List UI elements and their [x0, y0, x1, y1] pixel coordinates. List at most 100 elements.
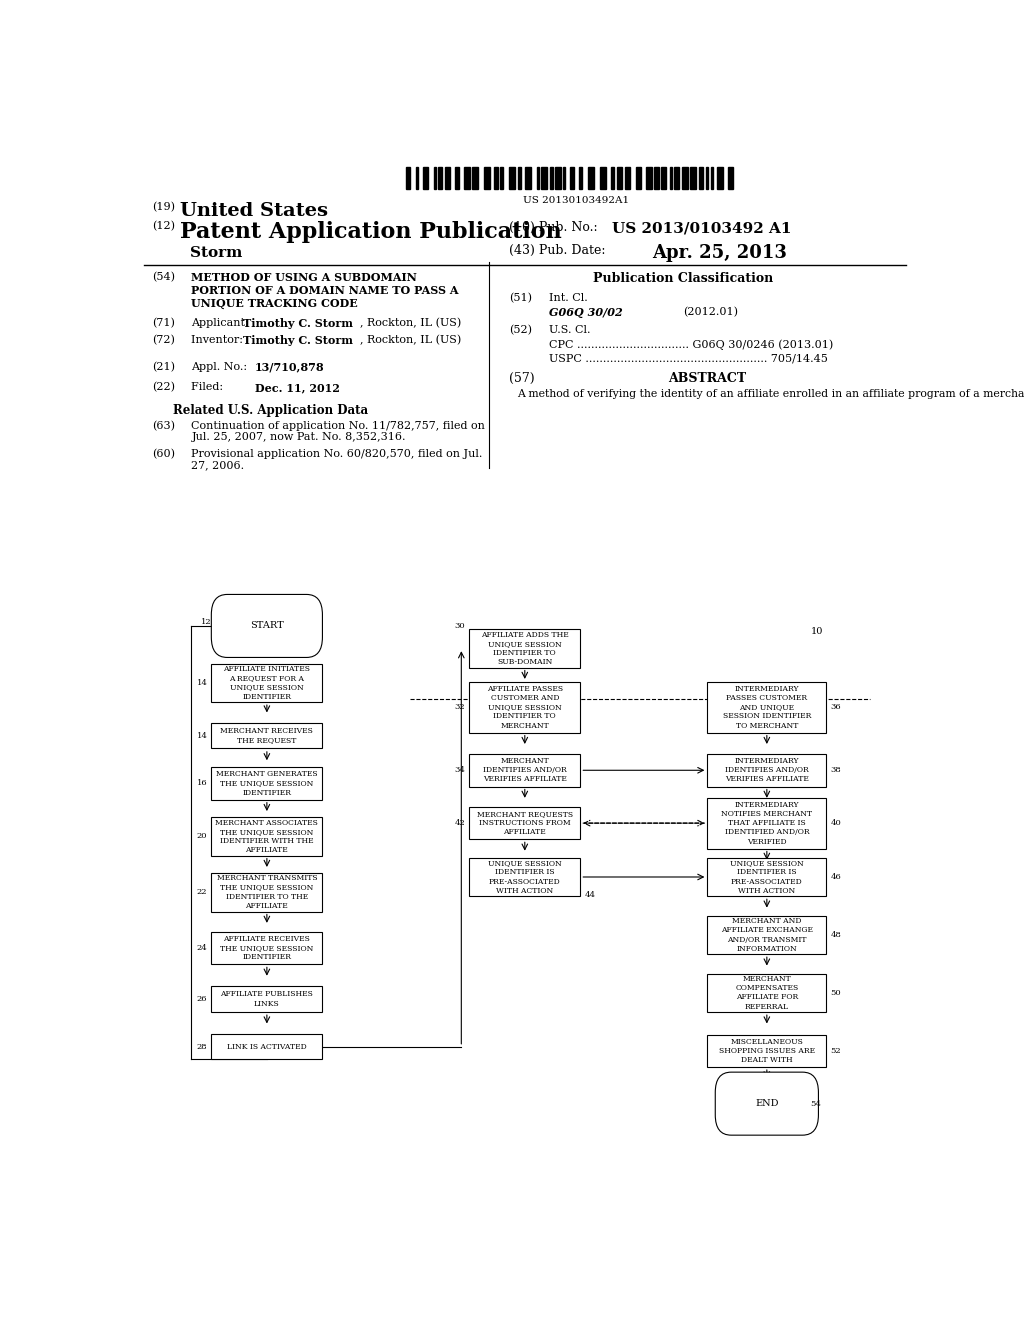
- FancyBboxPatch shape: [211, 767, 323, 800]
- Text: 44: 44: [585, 891, 595, 899]
- Bar: [569, 166, 574, 189]
- Text: 36: 36: [830, 704, 841, 711]
- Text: (22): (22): [152, 381, 175, 392]
- Text: (19): (19): [152, 202, 175, 213]
- Bar: [437, 166, 442, 189]
- Text: Applicant:: Applicant:: [191, 318, 253, 327]
- Bar: [455, 166, 460, 189]
- Text: 54: 54: [811, 1100, 821, 1107]
- Bar: [541, 166, 547, 189]
- Bar: [464, 166, 470, 189]
- Bar: [525, 166, 530, 189]
- Text: (57): (57): [509, 372, 535, 385]
- Bar: [712, 166, 714, 189]
- Text: Continuation of application No. 11/782,757, filed on
Jul. 25, 2007, now Pat. No.: Continuation of application No. 11/782,7…: [191, 421, 485, 442]
- Text: (72): (72): [152, 335, 175, 346]
- Text: (60): (60): [152, 449, 175, 459]
- Text: 30: 30: [455, 622, 465, 630]
- Text: MERCHANT REQUESTS
INSTRUCTIONS FROM
AFFILIATE: MERCHANT REQUESTS INSTRUCTIONS FROM AFFI…: [477, 810, 572, 837]
- Text: MERCHANT TRANSMITS
THE UNIQUE SESSION
IDENTIFIER TO THE
AFFILIATE: MERCHANT TRANSMITS THE UNIQUE SESSION ID…: [216, 874, 317, 909]
- Bar: [483, 166, 489, 189]
- Text: START: START: [250, 622, 284, 631]
- Text: Apr. 25, 2013: Apr. 25, 2013: [652, 244, 786, 261]
- FancyBboxPatch shape: [211, 932, 323, 965]
- Text: AFFILIATE PASSES
CUSTOMER AND
UNIQUE SESSION
IDENTIFIER TO
MERCHANT: AFFILIATE PASSES CUSTOMER AND UNIQUE SES…: [486, 685, 563, 730]
- Text: MERCHANT ASSOCIATES
THE UNIQUE SESSION
IDENTIFIER WITH THE
AFFILIATE: MERCHANT ASSOCIATES THE UNIQUE SESSION I…: [215, 818, 318, 854]
- Bar: [674, 166, 679, 189]
- FancyBboxPatch shape: [708, 974, 826, 1012]
- Text: , Rockton, IL (US): , Rockton, IL (US): [359, 335, 461, 346]
- Text: INTERMEDIARY
NOTIFIES MERCHANT
THAT AFFILIATE IS
IDENTIFIED AND/OR
VERIFIED: INTERMEDIARY NOTIFIES MERCHANT THAT AFFI…: [721, 801, 812, 846]
- Bar: [406, 166, 411, 189]
- Bar: [682, 166, 688, 189]
- Text: 34: 34: [455, 767, 465, 775]
- Bar: [563, 166, 565, 189]
- FancyBboxPatch shape: [715, 1072, 818, 1135]
- Text: UNIQUE SESSION
IDENTIFIER IS
PRE-ASSOCIATED
WITH ACTION: UNIQUE SESSION IDENTIFIER IS PRE-ASSOCIA…: [730, 859, 804, 895]
- Text: MERCHANT
COMPENSATES
AFFILIATE FOR
REFERRAL: MERCHANT COMPENSATES AFFILIATE FOR REFER…: [735, 975, 799, 1011]
- Bar: [550, 166, 553, 189]
- Bar: [537, 166, 539, 189]
- Text: INTERMEDIARY
PASSES CUSTOMER
AND UNIQUE
SESSION IDENTIFIER
TO MERCHANT: INTERMEDIARY PASSES CUSTOMER AND UNIQUE …: [723, 685, 811, 730]
- Text: U.S. Cl.: U.S. Cl.: [549, 325, 590, 335]
- FancyBboxPatch shape: [211, 986, 323, 1011]
- Bar: [588, 166, 594, 189]
- FancyBboxPatch shape: [708, 916, 826, 954]
- Text: 13/710,878: 13/710,878: [255, 362, 325, 372]
- Text: US 20130103492A1: US 20130103492A1: [523, 195, 630, 205]
- Text: (71): (71): [152, 318, 175, 329]
- FancyBboxPatch shape: [708, 858, 826, 896]
- Text: 52: 52: [830, 1047, 841, 1055]
- Text: LINK IS ACTIVATED: LINK IS ACTIVATED: [227, 1043, 307, 1051]
- Text: AFFILIATE ADDS THE
UNIQUE SESSION
IDENTIFIER TO
SUB-DOMAIN: AFFILIATE ADDS THE UNIQUE SESSION IDENTI…: [481, 631, 568, 667]
- Text: MISCELLANEOUS
SHOPPING ISSUES ARE
DEALT WITH: MISCELLANEOUS SHOPPING ISSUES ARE DEALT …: [719, 1038, 815, 1064]
- FancyBboxPatch shape: [469, 858, 581, 896]
- Text: Dec. 11, 2012: Dec. 11, 2012: [255, 381, 340, 393]
- Text: (10) Pub. No.:: (10) Pub. No.:: [509, 222, 598, 235]
- Text: AFFILIATE RECEIVES
THE UNIQUE SESSION
IDENTIFIER: AFFILIATE RECEIVES THE UNIQUE SESSION ID…: [220, 935, 313, 961]
- Bar: [662, 166, 666, 189]
- FancyBboxPatch shape: [211, 873, 323, 912]
- Bar: [445, 166, 451, 189]
- Text: (2012.01): (2012.01): [684, 306, 738, 317]
- Bar: [671, 166, 673, 189]
- Bar: [579, 166, 583, 189]
- Text: Appl. No.:: Appl. No.:: [191, 362, 251, 372]
- Bar: [495, 166, 498, 189]
- FancyBboxPatch shape: [211, 1034, 323, 1060]
- Text: MERCHANT GENERATES
THE UNIQUE SESSION
IDENTIFIER: MERCHANT GENERATES THE UNIQUE SESSION ID…: [216, 771, 317, 797]
- Text: A method of verifying the identity of an affiliate enrolled in an affiliate prog: A method of verifying the identity of an…: [517, 389, 1024, 399]
- Text: METHOD OF USING A SUBDOMAIN
PORTION OF A DOMAIN NAME TO PASS A
UNIQUE TRACKING C: METHOD OF USING A SUBDOMAIN PORTION OF A…: [191, 272, 459, 309]
- Bar: [636, 166, 641, 189]
- FancyBboxPatch shape: [708, 1035, 826, 1067]
- Text: , Rockton, IL (US): , Rockton, IL (US): [359, 318, 461, 329]
- Text: 16: 16: [197, 780, 207, 788]
- Text: 50: 50: [830, 989, 841, 997]
- Text: END: END: [755, 1100, 778, 1109]
- Bar: [617, 166, 622, 189]
- Bar: [518, 166, 521, 189]
- Text: 14: 14: [197, 731, 207, 739]
- Text: ABSTRACT: ABSTRACT: [669, 372, 746, 385]
- Text: 28: 28: [197, 1043, 207, 1051]
- Text: 38: 38: [830, 767, 841, 775]
- Text: Patent Application Publication: Patent Application Publication: [179, 222, 561, 243]
- Text: (54): (54): [152, 272, 175, 282]
- Bar: [610, 166, 614, 189]
- Bar: [423, 166, 428, 189]
- Text: Publication Classification: Publication Classification: [593, 272, 774, 285]
- Text: 24: 24: [197, 944, 207, 952]
- Text: 48: 48: [830, 931, 841, 939]
- Text: AFFILIATE PUBLISHES
LINKS: AFFILIATE PUBLISHES LINKS: [220, 990, 313, 1007]
- Text: 12: 12: [201, 618, 211, 626]
- Text: MERCHANT
IDENTIFIES AND/OR
VERIFIES AFFILIATE: MERCHANT IDENTIFIES AND/OR VERIFIES AFFI…: [483, 758, 566, 784]
- Text: MERCHANT RECEIVES
THE REQUEST: MERCHANT RECEIVES THE REQUEST: [220, 727, 313, 744]
- Text: UNIQUE SESSION
IDENTIFIER IS
PRE-ASSOCIATED
WITH ACTION: UNIQUE SESSION IDENTIFIER IS PRE-ASSOCIA…: [487, 859, 562, 895]
- Text: (12): (12): [152, 222, 175, 232]
- Text: AFFILIATE INITIATES
A REQUEST FOR A
UNIQUE SESSION
IDENTIFIER: AFFILIATE INITIATES A REQUEST FOR A UNIQ…: [223, 665, 310, 701]
- Text: INTERMEDIARY
IDENTIFIES AND/OR
VERIFIES AFFILIATE: INTERMEDIARY IDENTIFIES AND/OR VERIFIES …: [725, 758, 809, 784]
- Text: CPC ................................ G06Q 30/0246 (2013.01): CPC ................................ G06…: [549, 339, 833, 350]
- Bar: [654, 166, 659, 189]
- FancyBboxPatch shape: [211, 723, 323, 748]
- Bar: [509, 166, 515, 189]
